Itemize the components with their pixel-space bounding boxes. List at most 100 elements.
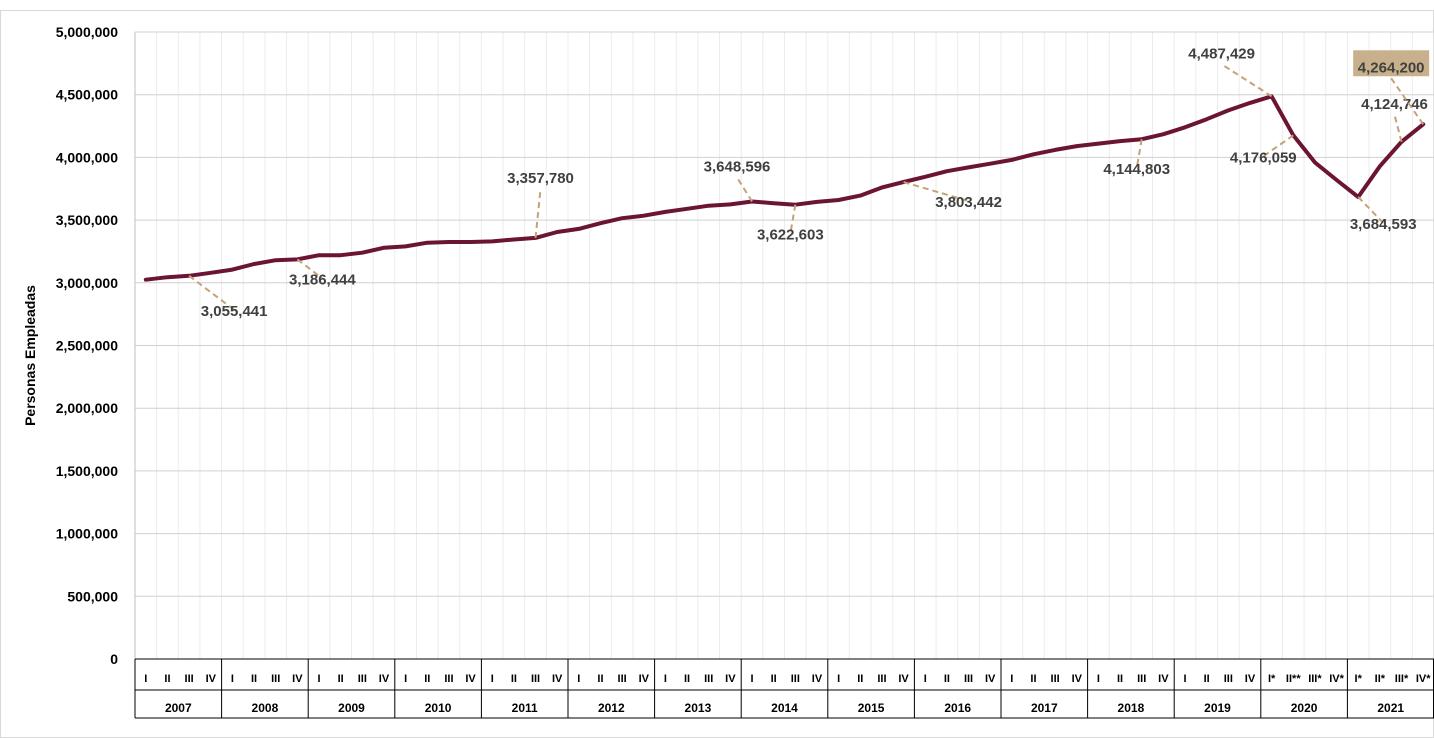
chart-frame (0, 10, 1434, 738)
quarter-label: III (531, 673, 540, 685)
leader-line (1357, 196, 1384, 224)
year-label: 2017 (1031, 701, 1058, 715)
quarter-label: I* (1355, 673, 1363, 685)
quarter-label: IV* (1329, 673, 1344, 685)
quarter-label: III (1137, 673, 1146, 685)
quarter-label: III (618, 673, 627, 685)
quarter-label: III (877, 673, 886, 685)
leader-line (1393, 114, 1403, 143)
quarter-label: IV (206, 673, 217, 685)
quarter-label: III (185, 673, 194, 685)
quarter-label: II (684, 673, 690, 685)
data-label: 3,684,593 (1350, 216, 1417, 233)
quarter-label: II (857, 673, 863, 685)
data-label: 3,622,603 (757, 227, 824, 244)
y-tick-label: 0 (110, 651, 118, 667)
quarter-label: IV (812, 673, 823, 685)
quarter-label: II** (1286, 673, 1301, 685)
y-tick-label: 2,500,000 (56, 338, 118, 354)
quarter-label: III* (1395, 673, 1409, 685)
leader-line (789, 204, 797, 234)
quarter-label: I (1010, 673, 1013, 685)
quarter-label: IV (1158, 673, 1169, 685)
quarter-label: IV (379, 673, 390, 685)
year-label: 2011 (512, 701, 538, 715)
quarter-label: II (164, 673, 170, 685)
y-tick-label: 500,000 (67, 588, 118, 604)
year-label: 2016 (944, 701, 971, 715)
quarter-label: III (704, 673, 713, 685)
quarter-label: III (791, 673, 800, 685)
quarter-label: I (577, 673, 580, 685)
data-label-highlight (1353, 50, 1430, 77)
quarter-label: III (358, 673, 367, 685)
quarter-label: III (271, 673, 280, 685)
y-tick-label: 3,500,000 (56, 212, 118, 228)
quarter-label: I (924, 673, 927, 685)
quarter-label: III* (1308, 673, 1322, 685)
year-label: 2009 (338, 701, 365, 715)
data-label: 4,176,059 (1230, 149, 1297, 166)
leader-line (1135, 139, 1143, 169)
y-axis-title: Personas Empleadas (22, 285, 38, 426)
leader-line (903, 181, 969, 203)
quarter-label: I* (1268, 673, 1276, 685)
leader-line (736, 176, 753, 202)
quarter-label: II (1117, 673, 1123, 685)
quarter-label: IV (985, 673, 996, 685)
quarter-label: IV (465, 673, 476, 685)
year-label: 2015 (858, 701, 885, 715)
leader-line (1221, 63, 1273, 98)
quarter-label: I (1097, 673, 1100, 685)
y-tick-label: 1,500,000 (56, 463, 118, 479)
quarter-label: IV (1245, 673, 1256, 685)
quarter-label: IV (898, 673, 909, 685)
year-label: 2013 (685, 701, 712, 715)
quarter-label: I (317, 673, 320, 685)
quarter-label: II (1030, 673, 1036, 685)
y-tick-label: 1,000,000 (56, 526, 118, 542)
year-label: 2010 (425, 701, 452, 715)
quarter-label: III (1051, 673, 1060, 685)
quarter-label: IV (292, 673, 303, 685)
quarter-label: II (338, 673, 344, 685)
data-label: 4,487,429 (1188, 45, 1255, 62)
data-label: 3,357,780 (507, 170, 574, 187)
quarter-label: III (964, 673, 973, 685)
quarter-label: I (231, 673, 234, 685)
leader-line (534, 188, 542, 239)
year-label: 2008 (252, 701, 279, 715)
year-label: 2021 (1377, 701, 1404, 715)
year-label: 2018 (1118, 701, 1145, 715)
quarter-label: IV* (1416, 673, 1431, 685)
year-label: 2007 (165, 701, 192, 715)
y-tick-label: 4,500,000 (56, 87, 118, 103)
quarter-label: I (1183, 673, 1186, 685)
leader-line (1262, 134, 1294, 158)
data-label: 3,803,442 (935, 194, 1002, 211)
quarter-label: IV (1072, 673, 1083, 685)
y-tick-label: 4,000,000 (56, 149, 118, 165)
quarter-label: II (424, 673, 430, 685)
year-label: 2012 (598, 701, 625, 715)
series-line (143, 94, 1426, 282)
data-label: 3,055,441 (201, 303, 268, 320)
data-label: 3,186,444 (289, 271, 356, 288)
quarter-label: III (1224, 673, 1233, 685)
y-tick-label: 5,000,000 (56, 24, 118, 40)
quarter-label: II (1204, 673, 1210, 685)
quarter-label: II (597, 673, 603, 685)
quarter-label: II (771, 673, 777, 685)
quarter-label: IV (725, 673, 736, 685)
data-label: 4,144,803 (1103, 161, 1170, 178)
quarter-label: II (944, 673, 950, 685)
data-label: 4,264,200 (1358, 59, 1425, 76)
quarter-label: I (837, 673, 840, 685)
leader-line (296, 258, 323, 280)
quarter-label: II (251, 673, 257, 685)
data-label: 3,648,596 (704, 158, 771, 175)
quarter-label: I (144, 673, 147, 685)
y-tick-label: 2,000,000 (56, 400, 118, 416)
